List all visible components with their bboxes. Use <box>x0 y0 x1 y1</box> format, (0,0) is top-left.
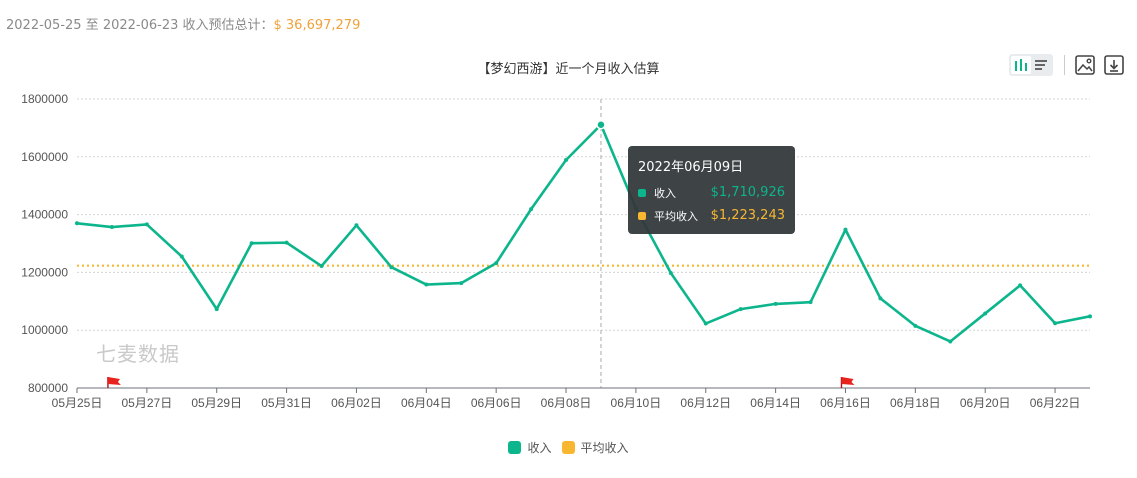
tooltip-value-average: $1,223,243 <box>710 208 785 223</box>
revenue-point[interactable] <box>109 225 114 230</box>
bar-chart-icon[interactable] <box>1011 56 1031 74</box>
x-tick-label: 05月25日 <box>52 396 103 410</box>
revenue-point[interactable] <box>424 282 429 287</box>
list-icon[interactable] <box>1031 56 1051 74</box>
legend-item-revenue[interactable]: 收入 <box>508 439 552 456</box>
x-tick-label: 06月18日 <box>890 396 941 410</box>
event-flag-icon[interactable] <box>840 377 855 388</box>
revenue-point[interactable] <box>948 339 953 344</box>
chart-title: 【梦幻西游】近一个月收入估算 <box>477 62 660 77</box>
legend-label-average: 平均收入 <box>580 441 629 455</box>
tooltip-row-revenue: 收入 $1,710,926 <box>638 181 785 204</box>
summary-amount: $ 36,697,279 <box>273 18 361 33</box>
x-tick-label: 06月20日 <box>960 396 1011 410</box>
revenue-point[interactable] <box>668 270 673 275</box>
revenue-point[interactable] <box>738 307 743 312</box>
revenue-point[interactable] <box>529 207 534 212</box>
x-tick-label: 06月22日 <box>1030 396 1081 410</box>
event-flag-icon[interactable] <box>107 377 121 388</box>
revenue-point[interactable] <box>354 223 359 228</box>
image-icon[interactable] <box>1074 54 1096 76</box>
x-tick-label: 06月16日 <box>820 396 871 410</box>
x-tick-label: 06月04日 <box>401 396 452 410</box>
revenue-point[interactable] <box>983 311 988 316</box>
highlighted-point[interactable] <box>596 119 606 130</box>
chart-tooltip: 2022年06月09日 收入 $1,710,926 平均收入 $1,223,24… <box>628 146 795 234</box>
revenue-line <box>76 123 1091 343</box>
y-tick-label: 1600000 <box>21 150 68 164</box>
revenue-point[interactable] <box>878 296 883 301</box>
revenue-point[interactable] <box>1018 283 1023 288</box>
flag-cloth <box>107 377 121 385</box>
revenue-point[interactable] <box>808 300 813 305</box>
watermark-logo: 七麦数据 <box>96 342 180 366</box>
revenue-point[interactable] <box>75 221 79 226</box>
legend-label-revenue: 收入 <box>527 441 552 455</box>
revenue-point[interactable] <box>1088 314 1092 319</box>
tooltip-value-revenue: $1,710,926 <box>710 185 785 200</box>
revenue-point[interactable] <box>1053 321 1058 326</box>
legend-swatch-revenue <box>508 441 522 454</box>
y-tick-label: 1000000 <box>21 323 68 337</box>
tooltip-date: 2022年06月09日 <box>638 160 744 175</box>
view-toggle <box>1009 54 1053 76</box>
revenue-point[interactable] <box>389 265 394 270</box>
y-tick-label: 800000 <box>28 381 68 395</box>
revenue-point[interactable] <box>214 307 219 312</box>
revenue-point[interactable] <box>459 281 464 286</box>
x-tick-label: 06月10日 <box>611 396 662 410</box>
revenue-point[interactable] <box>843 227 848 232</box>
revenue-point[interactable] <box>284 240 289 245</box>
x-tick-label: 05月31日 <box>261 396 312 410</box>
x-tick-label: 06月02日 <box>331 396 382 410</box>
tooltip-row-average: 平均收入 $1,223,243 <box>638 204 785 227</box>
legend-swatch-average <box>561 441 575 454</box>
toolbar-divider <box>1064 55 1065 75</box>
y-tick-label: 1800000 <box>21 92 68 106</box>
revenue-point[interactable] <box>564 157 569 162</box>
revenue-point[interactable] <box>913 323 918 328</box>
x-tick-label: 06月08日 <box>541 396 592 410</box>
revenue-point[interactable] <box>773 301 778 306</box>
x-tick-label: 06月12日 <box>680 396 731 410</box>
revenue-point[interactable] <box>703 321 708 326</box>
x-tick-label: 05月27日 <box>122 396 173 410</box>
revenue-point[interactable] <box>249 241 254 246</box>
revenue-point[interactable] <box>179 254 184 259</box>
x-tick-label: 06月06日 <box>471 396 522 410</box>
tooltip-label-revenue: 收入 <box>654 186 676 200</box>
legend-item-average[interactable]: 平均收入 <box>561 439 629 456</box>
y-tick-label: 1200000 <box>21 265 68 279</box>
revenue-swatch <box>638 188 646 197</box>
revenue-point[interactable] <box>319 264 324 269</box>
average-swatch <box>638 211 646 220</box>
x-tick-label: 05月29日 <box>191 396 242 410</box>
download-icon[interactable] <box>1103 54 1125 76</box>
summary-label: 2022-05-25 至 2022-06-23 收入预估总计： <box>6 18 274 33</box>
chart-toolbar <box>1009 54 1132 76</box>
y-tick-label: 1400000 <box>21 208 68 222</box>
revenue-point[interactable] <box>144 222 149 227</box>
flag-cloth <box>841 377 855 385</box>
tooltip-label-average: 平均收入 <box>654 209 698 223</box>
revenue-summary: 2022-05-25 至 2022-06-23 收入预估总计：$ 36,697,… <box>6 14 360 33</box>
revenue-point[interactable] <box>494 261 499 266</box>
chart-legend: 收入 平均收入 <box>0 439 1137 456</box>
x-tick-label: 06月14日 <box>750 396 801 410</box>
